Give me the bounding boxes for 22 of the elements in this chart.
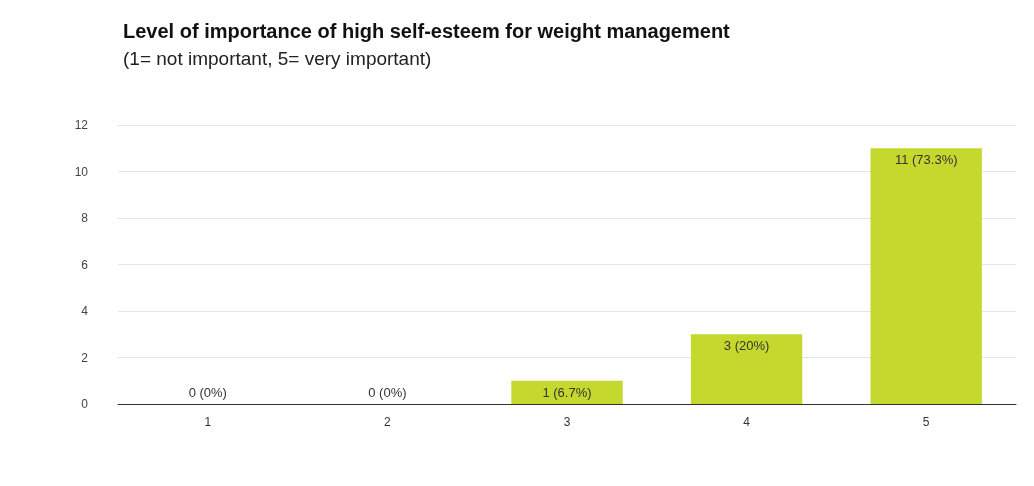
y-tick-label: 0 bbox=[81, 397, 89, 411]
chart-title: Level of importance of high self-esteem for weight management bbox=[123, 20, 731, 42]
y-tick-label: 2 bbox=[81, 350, 89, 365]
y-tick-label: 4 bbox=[81, 304, 89, 318]
y-tick-label: 8 bbox=[81, 211, 89, 225]
data-label: 0 (0%) bbox=[368, 385, 407, 400]
bar bbox=[690, 334, 803, 404]
bar bbox=[511, 380, 623, 404]
x-tick-label: 3 bbox=[563, 415, 571, 429]
data-label: 3 (20%) bbox=[723, 338, 770, 354]
data-label: 11 (73.3%) bbox=[894, 152, 958, 168]
x-tick-label: 4 bbox=[743, 415, 751, 429]
x-tick-label: 5 bbox=[922, 415, 930, 429]
y-tick-label: 6 bbox=[81, 257, 89, 272]
data-label: 0 (0%) bbox=[188, 385, 227, 400]
x-tick-label: 1 bbox=[204, 415, 212, 429]
x-tick-label: 2 bbox=[384, 415, 392, 429]
y-tick-label: 12 bbox=[74, 118, 89, 132]
data-label: 1 (6.7%) bbox=[542, 384, 592, 400]
bar bbox=[870, 148, 982, 404]
y-tick-label: 10 bbox=[74, 164, 89, 179]
chart-subtitle: (1= not important, 5= very important) bbox=[123, 48, 432, 69]
